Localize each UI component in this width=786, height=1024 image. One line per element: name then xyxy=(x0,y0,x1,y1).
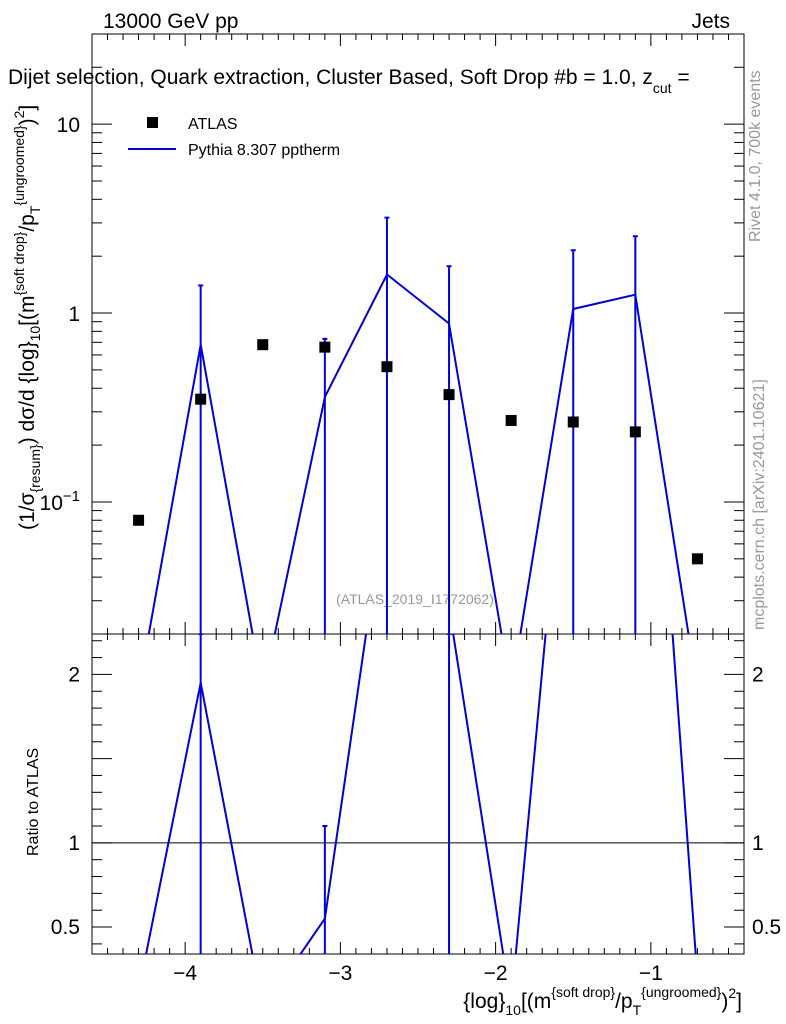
atlas-data-point xyxy=(505,414,517,426)
ratio-y-tick-label-right: 2 xyxy=(752,663,764,686)
main-y-tick-label: 1 xyxy=(68,303,80,326)
ratio-y-tick-label: 1 xyxy=(68,832,80,855)
atlas-data-point xyxy=(691,553,703,565)
tick-labels: −4 −3 −2 −1 10−1 1 10 0.5 0.5 1 1 2 2 xyxy=(40,114,782,985)
ratio-y-tick-label: 0.5 xyxy=(51,916,80,939)
selection-title: Dijet selection, Quark extraction, Clust… xyxy=(8,66,690,96)
atlas-data-point xyxy=(443,389,455,401)
mcplots-label: mcplots.cern.ch [arXiv:2401.10621] xyxy=(751,379,768,630)
atlas-data-point xyxy=(257,339,269,351)
ratio-plot-area xyxy=(92,634,744,954)
x-tick-label: −1 xyxy=(639,962,663,985)
x-tick-label: −3 xyxy=(328,962,352,985)
category-label: Jets xyxy=(691,10,730,33)
atlas-data-point xyxy=(319,341,331,353)
x-tick-label: −4 xyxy=(173,962,197,985)
rivet-label: Rivet 4.1.0, 700k events xyxy=(747,70,764,242)
ratio-y-tick-label: 2 xyxy=(68,663,80,686)
ratio-y-tick-label-right: 1 xyxy=(752,832,764,855)
ratio-panel-frame xyxy=(91,633,745,955)
atlas-data-point xyxy=(133,514,145,526)
ratio-y-tick-label-right: 0.5 xyxy=(752,916,781,939)
atlas-data-point xyxy=(567,416,579,428)
atlas-data-point xyxy=(629,426,641,438)
legend-atlas-label: ATLAS xyxy=(188,116,238,133)
atlas-data-point xyxy=(381,361,393,373)
ratio-y-axis-title: Ratio to ATLAS xyxy=(25,748,42,856)
legend: ATLAS Pythia 8.307 pptherm xyxy=(128,116,340,159)
ratio-line xyxy=(145,634,697,954)
main-axis-ticks xyxy=(91,33,745,635)
legend-pythia-label: Pythia 8.307 pptherm xyxy=(188,142,340,159)
analysis-watermark: (ATLAS_2019_I1772062) xyxy=(336,591,494,607)
main-plot-area xyxy=(133,216,703,634)
ratio-axis-ticks xyxy=(91,634,745,954)
energy-label: 13000 GeV pp xyxy=(103,10,238,33)
legend-atlas-marker xyxy=(147,117,158,128)
x-tick-label: −2 xyxy=(484,962,508,985)
main-y-tick-label: 10−1 xyxy=(40,488,80,515)
pythia-line xyxy=(147,272,690,634)
x-axis-title: {log}10[(m{soft drop}/pT{ungroomed})2] xyxy=(463,984,742,1018)
atlas-data-point xyxy=(195,393,207,405)
main-y-axis-title: (1/σ{resum}) dσ/d {log}10[(m{soft drop}/… xyxy=(11,105,43,530)
main-y-tick-label: 10 xyxy=(57,114,80,137)
